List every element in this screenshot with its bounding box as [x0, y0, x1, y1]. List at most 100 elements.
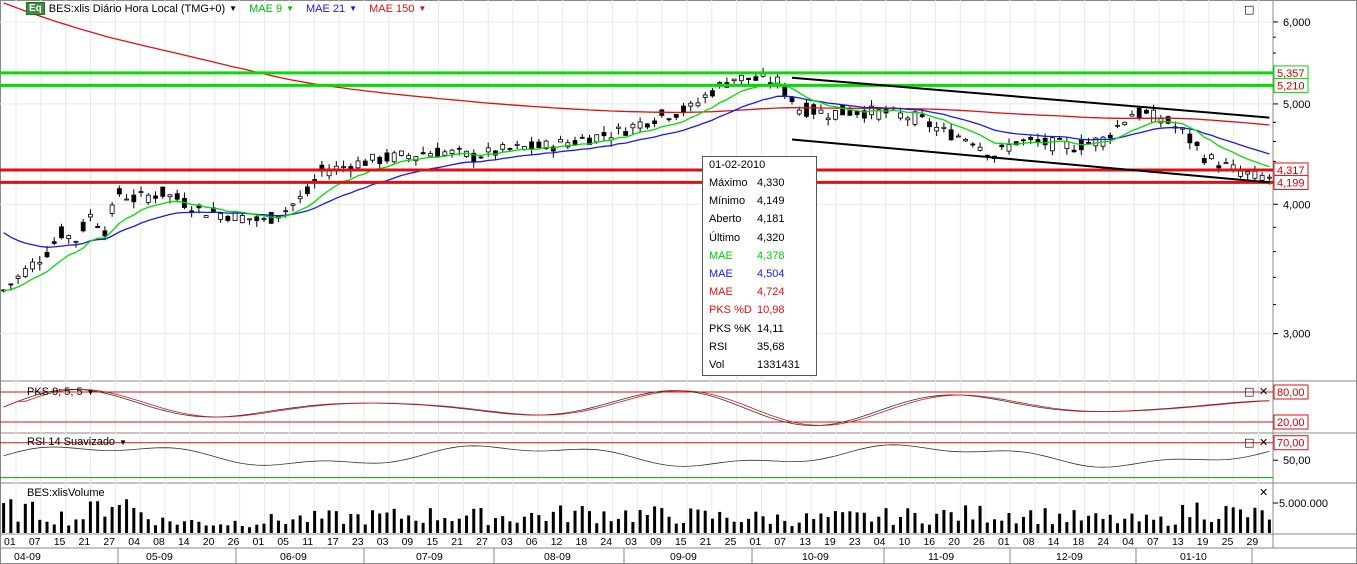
volume-bar	[392, 508, 396, 533]
date-tick-label: 04	[128, 536, 140, 548]
volume-bar	[349, 513, 353, 533]
pks-title[interactable]: PKS 9; 5; 5	[27, 386, 83, 398]
candle-body	[377, 156, 383, 165]
candle-body	[1093, 137, 1099, 147]
tooltip-row: RSI 35,68	[709, 341, 812, 359]
volume-bar	[16, 521, 20, 533]
volume-bar	[1195, 502, 1199, 533]
trendline[interactable]	[791, 76, 1270, 119]
mae150-label[interactable]: MAE 150	[369, 2, 415, 15]
volume-bar	[841, 512, 845, 533]
rsi-maximize-icon[interactable]: □	[1244, 436, 1255, 449]
date-tick-label: 23	[849, 536, 861, 548]
volume-bar	[1029, 510, 1033, 533]
volume-bar	[407, 515, 411, 533]
mae9-label[interactable]: MAE 9	[249, 2, 283, 15]
pks-close-icon[interactable]: ✕	[1259, 385, 1269, 398]
candle-body	[305, 186, 310, 195]
volume-bar	[674, 523, 678, 533]
instrument-title[interactable]: BES:xlis Diário Hora Local (TMG+0)	[48, 2, 226, 15]
date-tick-label: 05	[277, 536, 289, 548]
candle-body	[1086, 142, 1091, 144]
month-label: 01-10	[1180, 551, 1207, 563]
tooltip-label: PKS %D	[709, 304, 752, 317]
rsi-close-icon[interactable]: ✕	[1259, 436, 1269, 449]
pks-maximize-icon[interactable]: □	[1244, 385, 1255, 398]
volume-bar	[59, 511, 63, 533]
volume-bar	[870, 521, 874, 533]
pks-dropdown-icon[interactable]: ▼	[86, 387, 95, 397]
date-tick-label: 09	[650, 536, 662, 548]
volume-bar	[117, 505, 121, 533]
volume-bar	[1036, 524, 1040, 533]
candle-body	[673, 114, 679, 118]
volume-title[interactable]: BES:xlisVolume	[27, 487, 105, 499]
volume-bar	[978, 505, 982, 533]
volume-bar	[913, 512, 917, 533]
volume-bar	[479, 507, 483, 533]
tooltip-value: 4,181	[757, 213, 785, 226]
date-tick-label: 13	[799, 536, 811, 548]
candle-body	[406, 155, 412, 160]
volume-bar	[493, 518, 497, 533]
volume-bar	[1267, 519, 1271, 533]
mae21-dropdown-icon[interactable]: ▼	[349, 4, 358, 13]
candle-body	[160, 186, 166, 197]
volume-bar	[609, 521, 613, 533]
volume-bar	[891, 524, 895, 533]
volume-bar	[472, 508, 476, 533]
candle-body	[616, 126, 621, 129]
volume-bar	[1094, 513, 1098, 533]
tooltip-value: 1331431	[757, 359, 800, 371]
volume-bar	[168, 521, 172, 533]
date-tick-label: 07	[1147, 536, 1159, 548]
volume-bar	[790, 526, 794, 533]
candle-body	[22, 268, 28, 277]
candle-body	[1107, 134, 1113, 139]
candle-body	[948, 129, 954, 141]
candle-body	[203, 215, 209, 218]
volume-bar	[942, 509, 946, 533]
rsi-line	[3, 444, 1270, 468]
mae9-dropdown-icon[interactable]: ▼	[286, 4, 294, 13]
mae150-dropdown-icon[interactable]: ▼	[418, 4, 427, 13]
tooltip-row: Mínimo 4,149	[709, 195, 812, 213]
volume-bar	[616, 518, 620, 533]
date-tick-label: 13	[1172, 536, 1184, 548]
level-label: 4,199	[1277, 177, 1305, 189]
volume-bar	[38, 519, 42, 533]
volume-bar	[660, 508, 664, 533]
volume-bar	[645, 514, 649, 533]
title-dropdown-icon[interactable]: ▼	[229, 4, 238, 13]
date-tick-label: 21	[451, 536, 463, 548]
candle-body	[485, 147, 491, 153]
volume-close-icon[interactable]: ✕	[1259, 486, 1269, 499]
date-tick-label: 01	[253, 536, 265, 548]
candle-body	[500, 144, 506, 150]
candle-body	[710, 90, 715, 97]
volume-bar	[67, 525, 71, 533]
tooltip-label: MAE	[709, 249, 733, 262]
candle-body	[73, 240, 79, 243]
rsi-title[interactable]: RSI 14 Suavizado	[27, 436, 116, 448]
tooltip-row: Vol 1331431	[709, 359, 812, 377]
mae21-label[interactable]: MAE 21	[306, 2, 346, 15]
rsi-dropdown-icon[interactable]: ▼	[119, 437, 127, 447]
date-tick-label: 15	[675, 536, 687, 548]
candle-body	[919, 114, 925, 118]
maximize-icon[interactable]: □	[1244, 3, 1255, 16]
volume-bar	[414, 520, 418, 533]
candle-body	[833, 110, 838, 120]
volume-bar	[190, 519, 194, 533]
volume-bar	[747, 518, 751, 533]
candle-body	[543, 140, 549, 149]
candle-body	[225, 216, 231, 221]
candle-body	[1136, 107, 1142, 119]
trendline[interactable]	[791, 138, 1270, 184]
tooltip-label: Vol	[709, 359, 725, 371]
candle-body	[1021, 139, 1026, 142]
level-label: 5,210	[1277, 80, 1305, 92]
volume-bar	[154, 525, 158, 533]
tooltip-label: Mínimo	[709, 195, 746, 208]
